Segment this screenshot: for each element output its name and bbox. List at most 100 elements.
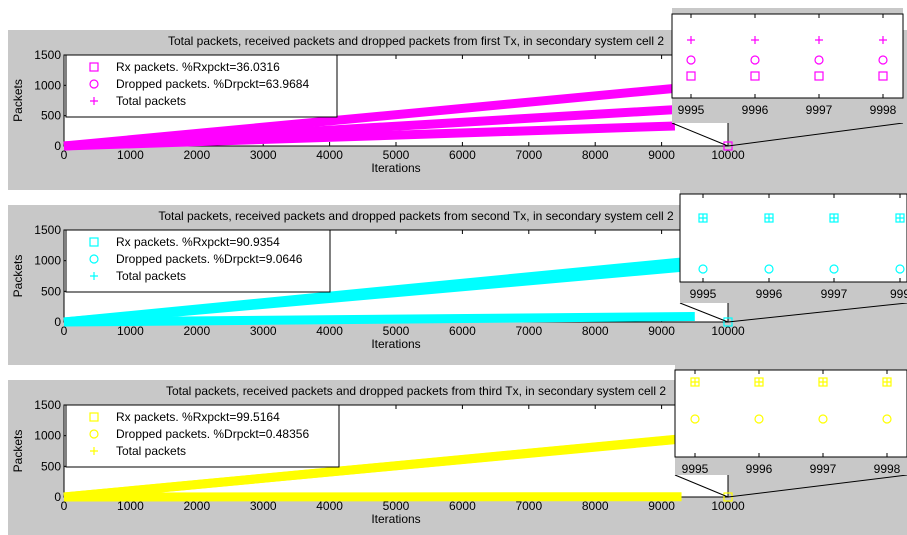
x-tick-label: 9000 — [648, 324, 675, 338]
y-tick-label: 1000 — [34, 429, 61, 443]
inset-total-marker — [815, 36, 823, 44]
inset-dropped-marker — [686, 55, 696, 65]
x-axis-label: Iterations — [371, 337, 420, 351]
x-tick-label: 0 — [61, 324, 68, 338]
legend-marker-1 — [89, 237, 99, 247]
x-axis-label: Iterations — [371, 512, 420, 526]
legend-box — [65, 404, 340, 468]
inset-x-tick-label: 9995 — [678, 103, 705, 117]
inset-plot-area — [674, 369, 907, 458]
inset-plot-area — [671, 13, 904, 99]
inset-x-tick-label: 9995 — [682, 462, 709, 476]
inset-total-marker — [765, 214, 773, 222]
chart-panel-1: Total packets, received packets and drop… — [8, 8, 907, 190]
inset-dropped-marker — [764, 264, 774, 274]
x-tick-label: 10000 — [711, 324, 745, 338]
legend-entry-1: Rx packets. %Rxpckt=36.0316 — [116, 60, 280, 74]
anchor-marker — [723, 141, 733, 151]
x-tick-label: 4000 — [316, 324, 343, 338]
zoom-connector — [671, 122, 729, 147]
y-tick-label: 0 — [54, 139, 61, 153]
inset-rx-marker — [814, 71, 824, 81]
x-tick-label: 6000 — [449, 499, 476, 513]
legend-entry-2: Dropped packets. %Drpckt=63.9684 — [116, 77, 309, 91]
x-tick-label: 6000 — [449, 148, 476, 162]
legend-marker-2 — [89, 429, 99, 439]
legend-entry-3: Total packets — [116, 269, 186, 283]
chart-title: Total packets, received packets and drop… — [166, 384, 666, 398]
x-tick-label: 8000 — [582, 148, 609, 162]
inset-plot-area — [679, 193, 907, 283]
x-axis-label: Iterations — [371, 161, 420, 175]
legend-box — [65, 229, 331, 293]
inset-x-tick-label: 9996 — [742, 103, 769, 117]
inset-x-tick-label: 9995 — [690, 287, 717, 301]
y-axis-label: Packets — [11, 255, 25, 298]
y-tick-label: 500 — [41, 284, 61, 298]
legend-marker-1 — [89, 62, 99, 72]
series-line-2 — [63, 261, 696, 327]
legend-entry-2: Dropped packets. %Drpckt=0.48356 — [116, 427, 309, 441]
inset-total-marker — [879, 36, 887, 44]
chart-panel-3: Total packets, received packets and drop… — [8, 364, 907, 535]
inset-dropped-marker — [698, 264, 708, 274]
y-axis-label: Packets — [11, 79, 25, 122]
y-tick-label: 1000 — [34, 78, 61, 92]
inset-total-marker — [830, 214, 838, 222]
inset-dropped-marker — [690, 414, 700, 424]
x-tick-label: 2000 — [183, 324, 210, 338]
legend-entry-1: Rx packets. %Rxpckt=90.9354 — [116, 235, 280, 249]
legend-marker-1 — [89, 412, 99, 422]
x-tick-label: 1000 — [117, 148, 144, 162]
x-tick-label: 8000 — [582, 324, 609, 338]
x-tick-label: 1000 — [117, 324, 144, 338]
inset-total-marker — [691, 378, 699, 386]
x-tick-label: 7000 — [515, 499, 542, 513]
inset-dropped-marker — [895, 264, 905, 274]
legend-marker-3 — [90, 272, 98, 280]
inset-x-tick-label: 9997 — [806, 103, 833, 117]
legend-marker-2 — [89, 79, 99, 89]
x-tick-label: 2000 — [183, 148, 210, 162]
x-tick-label: 10000 — [711, 148, 745, 162]
y-tick-label: 1500 — [34, 223, 61, 237]
series-line-3 — [63, 121, 676, 151]
inset-rx-marker — [750, 71, 760, 81]
inset-dropped-marker — [754, 414, 764, 424]
zoom-connector — [679, 302, 729, 323]
x-tick-label: 8000 — [582, 499, 609, 513]
zoom-connector — [674, 474, 729, 498]
inset-x-tick-label: 999 — [890, 287, 907, 301]
legend-entry-3: Total packets — [116, 94, 186, 108]
inset-rx-marker — [686, 71, 696, 81]
inset-x-tick-label: 9998 — [874, 462, 901, 476]
inset-dropped-marker — [882, 414, 892, 424]
x-tick-label: 6000 — [449, 324, 476, 338]
inset-x-tick-label: 9996 — [756, 287, 783, 301]
x-tick-label: 3000 — [250, 148, 277, 162]
x-tick-label: 7000 — [515, 148, 542, 162]
chart-title: Total packets, received packets and drop… — [168, 34, 664, 48]
y-tick-label: 1000 — [34, 254, 61, 268]
chart-panel-2: Total packets, received packets and drop… — [8, 188, 907, 365]
legend-box — [65, 54, 338, 118]
x-tick-label: 3000 — [250, 324, 277, 338]
inset-total-marker — [699, 214, 707, 222]
inset-dropped-marker — [818, 414, 828, 424]
series-line-2 — [63, 434, 682, 502]
x-tick-label: 7000 — [515, 324, 542, 338]
x-tick-label: 5000 — [383, 324, 410, 338]
series-line-3 — [63, 311, 695, 327]
x-tick-label: 5000 — [383, 148, 410, 162]
x-tick-label: 2000 — [183, 499, 210, 513]
y-tick-label: 1500 — [34, 398, 61, 412]
zoom-connector — [727, 302, 907, 323]
inset-total-marker — [819, 378, 827, 386]
inset-x-tick-label: 9997 — [821, 287, 848, 301]
x-tick-label: 10000 — [711, 499, 745, 513]
x-tick-label: 0 — [61, 499, 68, 513]
inset-dropped-marker — [829, 264, 839, 274]
inset-x-tick-label: 9998 — [870, 103, 897, 117]
y-tick-label: 0 — [54, 315, 61, 329]
